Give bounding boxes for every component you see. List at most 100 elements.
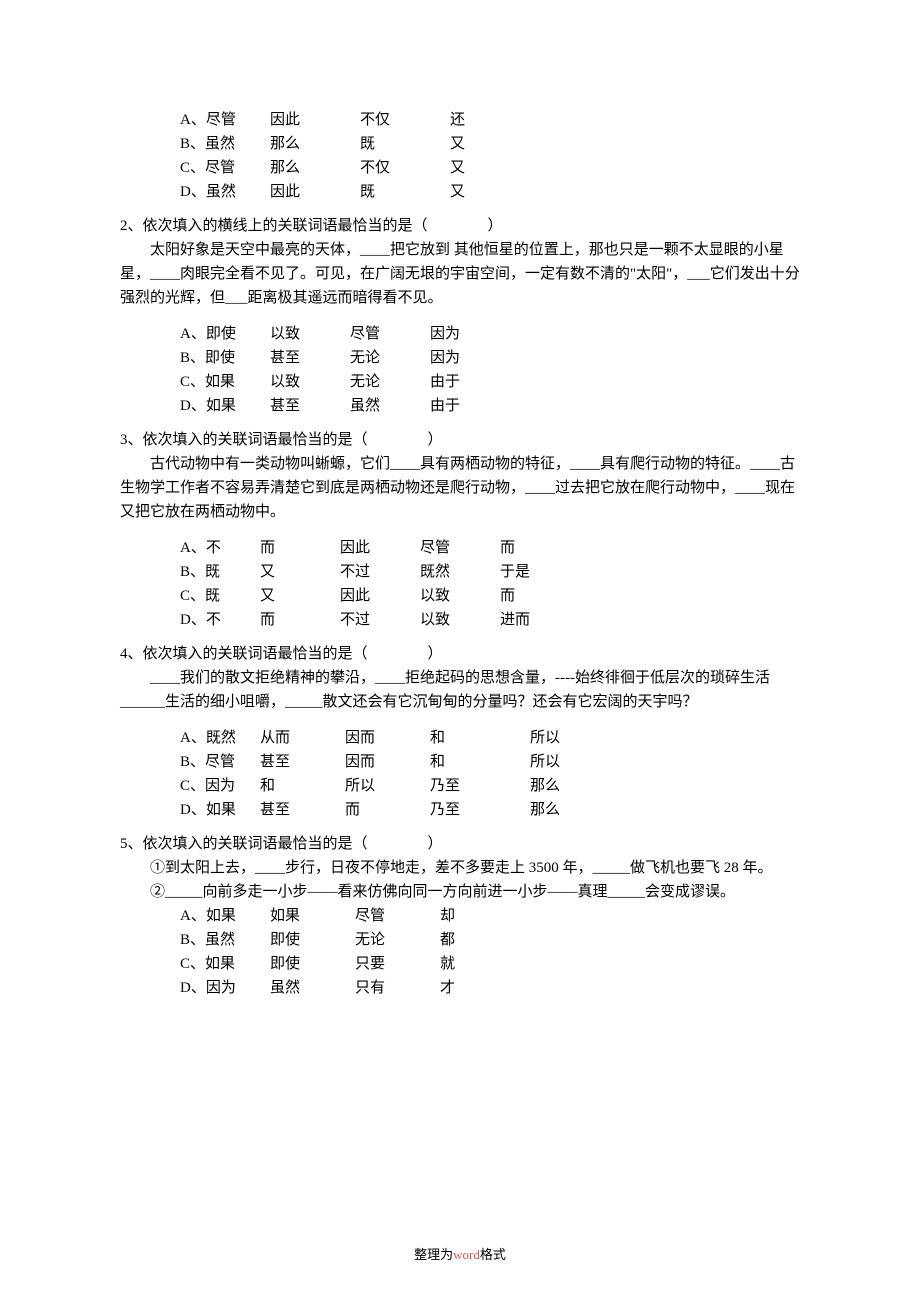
q1-options: A、尽管 因此 不仅 还 B、虽然 那么 既 又 C、尽管 那么 不仅 又 D、… xyxy=(180,108,800,204)
option-label: A、尽管 xyxy=(180,108,270,132)
option-col: 只要 xyxy=(355,952,440,976)
option-label: B、既 xyxy=(180,560,260,584)
footer-suffix: 格式 xyxy=(480,1247,506,1262)
option-col: 不仅 xyxy=(360,108,450,132)
option-label: D、因为 xyxy=(180,976,270,1000)
option-col: 以致 xyxy=(420,608,500,632)
option-col: 以致 xyxy=(270,322,350,346)
option-col: 如果 xyxy=(270,904,355,928)
q5-passage1: ①到太阳上去，____步行，日夜不停地走，差不多要走上 3500 年，_____… xyxy=(120,856,800,880)
option-col: 不过 xyxy=(340,560,420,584)
option-label: A、既然 xyxy=(180,726,260,750)
q4-option-b: B、尽管 甚至 因而 和 所以 xyxy=(180,750,800,774)
q2-stem: 2、依次填入的横线上的关联词语最恰当的是（ ） xyxy=(120,214,800,238)
option-label: B、虽然 xyxy=(180,928,270,952)
option-col: 因而 xyxy=(345,750,430,774)
option-label: C、如果 xyxy=(180,370,270,394)
option-label: C、尽管 xyxy=(180,156,270,180)
option-col: 又 xyxy=(450,132,520,156)
option-col: 那么 xyxy=(270,132,360,156)
option-col: 和 xyxy=(260,774,345,798)
option-label: D、如果 xyxy=(180,394,270,418)
option-col: 又 xyxy=(450,180,520,204)
option-col: 所以 xyxy=(530,726,615,750)
option-col: 而 xyxy=(500,584,580,608)
option-col: 进而 xyxy=(500,608,580,632)
option-col: 而 xyxy=(260,536,340,560)
option-col: 又 xyxy=(260,584,340,608)
option-label: D、不 xyxy=(180,608,260,632)
option-col: 却 xyxy=(440,904,525,928)
q2-option-d: D、如果 甚至 虽然 由于 xyxy=(180,394,800,418)
option-label: B、即使 xyxy=(180,346,270,370)
q5-options: A、如果 如果 尽管 却 B、虽然 即使 无论 都 C、如果 即使 只要 就 D… xyxy=(180,904,800,1000)
q3-option-a: A、不 而 因此 尽管 而 xyxy=(180,536,800,560)
option-col: 虽然 xyxy=(350,394,430,418)
option-col: 由于 xyxy=(430,394,510,418)
option-col: 不过 xyxy=(340,608,420,632)
option-label: A、即使 xyxy=(180,322,270,346)
option-col: 因而 xyxy=(345,726,430,750)
option-col: 因此 xyxy=(340,536,420,560)
option-col: 而 xyxy=(500,536,580,560)
q4-stem: 4、依次填入的关联词语最恰当的是（ ） xyxy=(120,642,800,666)
option-col: 尽管 xyxy=(420,536,500,560)
option-col: 无论 xyxy=(350,346,430,370)
option-col: 于是 xyxy=(500,560,580,584)
q2-option-b: B、即使 甚至 无论 因为 xyxy=(180,346,800,370)
option-col: 那么 xyxy=(530,798,615,822)
q4-option-d: D、如果 甚至 而 乃至 那么 xyxy=(180,798,800,822)
option-col: 因为 xyxy=(430,322,510,346)
option-label: B、尽管 xyxy=(180,750,260,774)
option-col: 无论 xyxy=(355,928,440,952)
option-col: 所以 xyxy=(530,750,615,774)
option-col: 以致 xyxy=(270,370,350,394)
q4-option-c: C、因为 和 所以 乃至 那么 xyxy=(180,774,800,798)
q3-options: A、不 而 因此 尽管 而 B、既 又 不过 既然 于是 C、既 又 因此 以致… xyxy=(180,536,800,632)
option-col: 那么 xyxy=(270,156,360,180)
option-col: 又 xyxy=(260,560,340,584)
q1-option-a: A、尽管 因此 不仅 还 xyxy=(180,108,800,132)
q4-passage: ____我们的散文拒绝精神的攀沿，____拒绝起码的思想含量，----始终徘徊于… xyxy=(120,666,800,714)
option-col: 尽管 xyxy=(350,322,430,346)
option-col: 因此 xyxy=(270,108,360,132)
option-col: 虽然 xyxy=(270,976,355,1000)
option-label: B、虽然 xyxy=(180,132,270,156)
option-col: 既 xyxy=(360,132,450,156)
option-label: D、如果 xyxy=(180,798,260,822)
option-col: 即使 xyxy=(270,952,355,976)
option-col: 那么 xyxy=(530,774,615,798)
option-col: 都 xyxy=(440,928,525,952)
option-col: 以致 xyxy=(420,584,500,608)
option-col: 不仅 xyxy=(360,156,450,180)
q4-option-a: A、既然 从而 因而 和 所以 xyxy=(180,726,800,750)
q5-option-d: D、因为 虽然 只有 才 xyxy=(180,976,800,1000)
option-col: 由于 xyxy=(430,370,510,394)
q2-option-a: A、即使 以致 尽管 因为 xyxy=(180,322,800,346)
option-col: 所以 xyxy=(345,774,430,798)
option-col: 甚至 xyxy=(260,798,345,822)
option-col: 还 xyxy=(450,108,520,132)
option-label: A、不 xyxy=(180,536,260,560)
footer-prefix: 整理为 xyxy=(414,1247,453,1262)
option-label: C、如果 xyxy=(180,952,270,976)
option-label: C、因为 xyxy=(180,774,260,798)
q5-option-a: A、如果 如果 尽管 却 xyxy=(180,904,800,928)
option-col: 甚至 xyxy=(270,394,350,418)
option-col: 乃至 xyxy=(430,774,530,798)
q3-option-d: D、不 而 不过 以致 进而 xyxy=(180,608,800,632)
option-col: 和 xyxy=(430,726,530,750)
option-label: D、虽然 xyxy=(180,180,270,204)
q3-stem: 3、依次填入的关联词语最恰当的是（ ） xyxy=(120,428,800,452)
option-col: 甚至 xyxy=(260,750,345,774)
q4-options: A、既然 从而 因而 和 所以 B、尽管 甚至 因而 和 所以 C、因为 和 所… xyxy=(180,726,800,822)
option-col: 尽管 xyxy=(355,904,440,928)
option-col: 既然 xyxy=(420,560,500,584)
option-col: 而 xyxy=(260,608,340,632)
option-col: 就 xyxy=(440,952,525,976)
q2-option-c: C、如果 以致 无论 由于 xyxy=(180,370,800,394)
option-col: 乃至 xyxy=(430,798,530,822)
option-col: 才 xyxy=(440,976,525,1000)
q5-stem: 5、依次填入的关联词语最恰当的是（ ） xyxy=(120,832,800,856)
option-col: 无论 xyxy=(350,370,430,394)
